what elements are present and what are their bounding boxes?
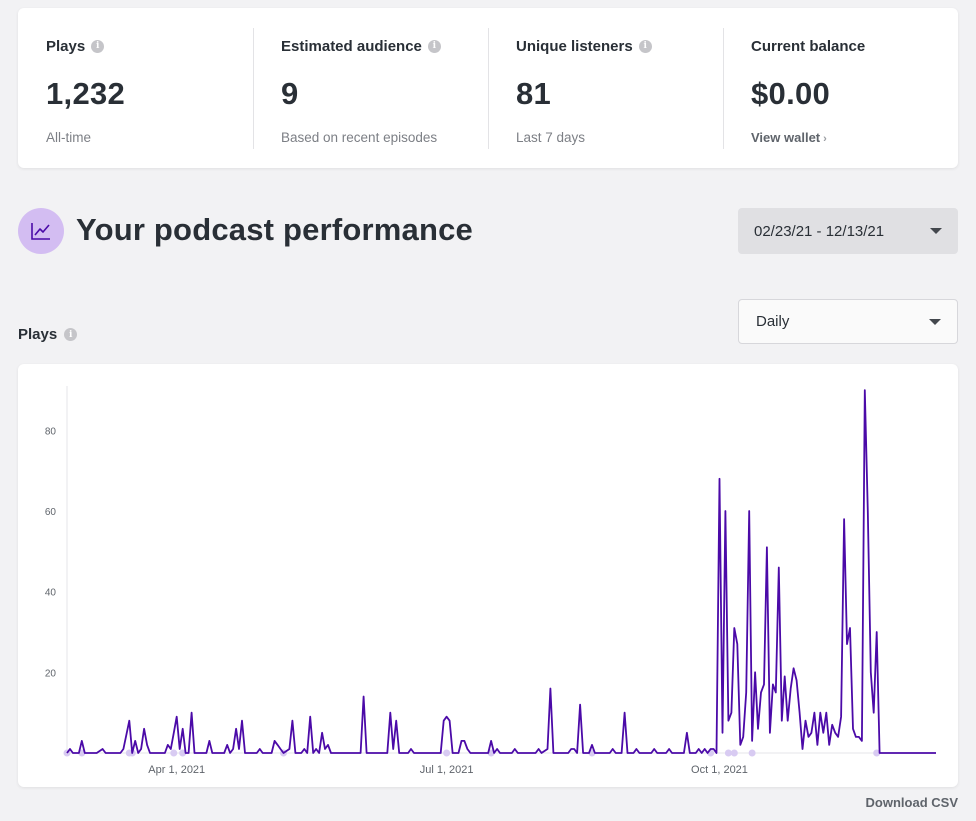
chevron-right-icon: › [823, 133, 827, 145]
stat-value: 9 [281, 76, 299, 111]
data-point-marker [170, 749, 178, 757]
stat-value: 1,232 [46, 76, 126, 111]
stat-value: 81 [516, 76, 552, 111]
chart-card: 20 40 60 80 Apr 1, 2021 Jul 1, 2021 Oct 1, 202… [18, 364, 958, 787]
trend-chart-icon [18, 208, 64, 254]
data-point-marker [730, 749, 738, 757]
stat-label: Estimated audience [281, 37, 422, 55]
stat-label: Unique listeners [516, 37, 633, 55]
page-title: Your podcast performance [76, 212, 473, 247]
view-wallet-label[interactable]: View wallet [751, 130, 821, 145]
y-tick-label: 60 [45, 507, 57, 518]
download-csv-link[interactable]: Download CSV [865, 795, 958, 810]
chart-label: Plays i [18, 326, 78, 343]
y-tick-label: 40 [45, 588, 57, 599]
data-point-marker [724, 749, 732, 757]
x-tick-label: Apr 1, 2021 [148, 764, 205, 776]
stat-unique-listeners: Unique listeners i 81 Last 7 days [488, 8, 723, 168]
trend-line-glyph [31, 223, 50, 240]
x-tick-label: Jul 1, 2021 [420, 764, 474, 776]
stat-subtext: Based on recent episodes [281, 130, 438, 145]
info-icon[interactable]: i [91, 39, 105, 53]
info-icon[interactable]: i [427, 39, 441, 53]
interval-select[interactable]: Daily [738, 299, 958, 344]
stat-estimated-audience: Estimated audience i 9 Based on recent ep… [253, 8, 488, 168]
data-point-marker [748, 749, 756, 757]
stat-subtext: All-time [46, 130, 92, 145]
stat-label: Current balance [751, 37, 866, 55]
stat-label: Plays [46, 37, 86, 55]
date-range-select[interactable]: 02/23/21 - 12/13/21 [738, 208, 958, 254]
info-icon[interactable]: i [64, 328, 78, 341]
view-wallet-link[interactable]: View wallet › [751, 130, 827, 145]
y-tick-label: 80 [45, 426, 57, 437]
caret-down-icon [929, 318, 941, 325]
data-point-marker [179, 749, 187, 757]
stats-card: Plays i 1,232 All-time Estimated audience… [18, 8, 958, 168]
x-tick-label: Oct 1, 2021 [691, 764, 748, 776]
plays-series-line [66, 389, 936, 754]
stat-value: $0.00 [751, 76, 831, 111]
data-point-marker [873, 749, 881, 757]
caret-down-icon [930, 228, 942, 234]
plays-line-chart[interactable]: 20 40 60 80 Apr 1, 2021 Jul 1, 2021 Oct 1, 202… [18, 364, 958, 787]
stat-plays: Plays i 1,232 All-time [18, 8, 253, 168]
date-range-value: 02/23/21 - 12/13/21 [754, 222, 885, 240]
stat-current-balance: Current balance $0.00 View wallet › [723, 8, 958, 168]
info-icon[interactable]: i [638, 39, 652, 53]
plays-label: Plays [18, 326, 58, 343]
y-tick-label: 20 [45, 668, 57, 679]
stat-subtext: Last 7 days [516, 130, 586, 145]
interval-value: Daily [756, 313, 790, 330]
data-point-marker [443, 749, 451, 757]
